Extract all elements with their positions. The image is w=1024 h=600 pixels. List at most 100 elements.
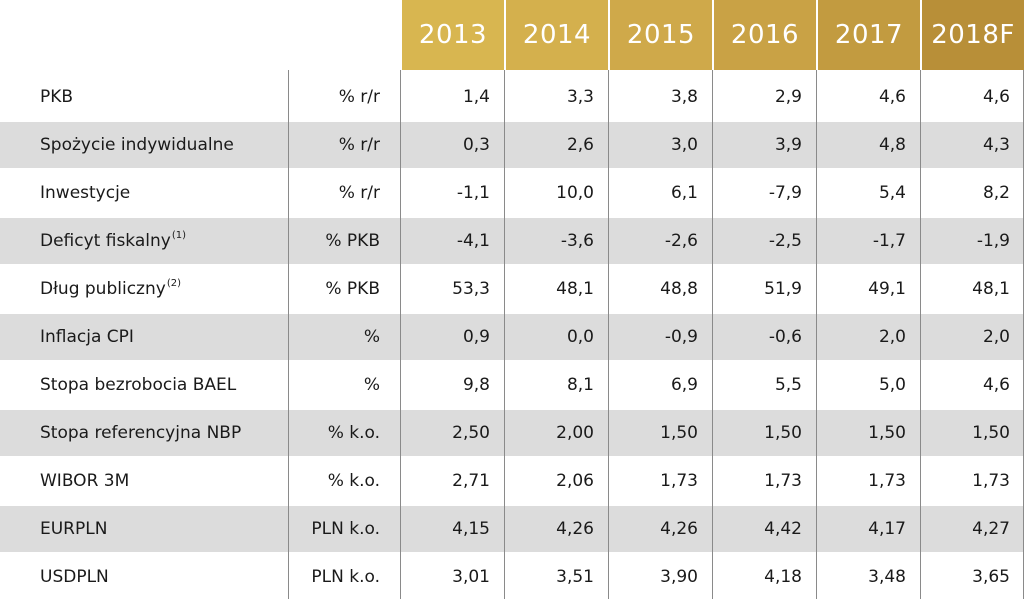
cell-2013: 1,4 (462, 87, 490, 107)
cell-2013: 0,9 (462, 327, 490, 347)
cell-2017: -1,7 (872, 231, 906, 251)
cell-2014: 3,51 (556, 567, 594, 587)
row-label-text: WIBOR 3M (40, 471, 130, 491)
table-row: Spożycie indywidualne % r/r 0,3 2,6 3,0 3,9 4,… (0, 122, 1024, 168)
row-label-text: Spożycie indywidualne (40, 135, 234, 155)
row-unit: % k.o. (327, 423, 380, 443)
cell-2016: 2,9 (774, 87, 802, 107)
row-unit: % r/r (338, 87, 380, 107)
table-row: Inwestycje % r/r -1,1 10,0 6,1 -7,9 5,4 8,2 (0, 170, 1024, 216)
table-row: PKB % r/r 1,4 3,3 3,8 2,9 4,6 4,6 (0, 74, 1024, 120)
cell-2018F: 1,73 (972, 471, 1010, 491)
table-row: WIBOR 3M % k.o. 2,71 2,06 1,73 1,73 1,73 1,73 (0, 458, 1024, 504)
cell-2015: 6,9 (670, 375, 698, 395)
table-row: Dług publiczny (2) % PKB 53,3 48,1 48,8 51,9 49… (0, 266, 1024, 312)
column-divider (288, 70, 289, 599)
row-label: USDPLN (40, 554, 109, 600)
cell-2016: 3,9 (774, 135, 802, 155)
row-label-text: Deficyt fiskalny (40, 231, 171, 251)
cell-2013: -4,1 (456, 231, 490, 251)
cell-2018F: 3,65 (972, 567, 1010, 587)
table-row: Deficyt fiskalny (1) % PKB -4,1 -3,6 -2,6 -2,5… (0, 218, 1024, 264)
table-row: USDPLN PLN k.o. 3,01 3,51 3,90 4,18 3,48 3,65 (0, 554, 1024, 600)
row-unit: % PKB (325, 231, 380, 251)
row-label: EURPLN (40, 506, 107, 552)
row-label: Deficyt fiskalny (1) (40, 218, 186, 264)
table-row: Inflacja CPI% 0,9 0,0 -0,9 -0,6 2,0 2,0 (0, 314, 1024, 360)
cell-2016: 1,50 (764, 423, 802, 443)
row-label: Spożycie indywidualne (40, 122, 234, 168)
cell-2014: 3,3 (566, 87, 594, 107)
cell-2015: 1,73 (660, 471, 698, 491)
cell-2014: 4,26 (556, 519, 594, 539)
column-divider (400, 70, 401, 599)
year-header-2017: 2017 (816, 0, 920, 70)
cell-2014: 48,1 (556, 279, 594, 299)
table-row: EURPLN PLN k.o. 4,15 4,26 4,26 4,42 4,17 4,27 (0, 506, 1024, 552)
row-label: WIBOR 3M (40, 458, 129, 504)
cell-2016: 51,9 (764, 279, 802, 299)
cell-2018F: 8,2 (982, 183, 1010, 203)
cell-2015: 3,8 (670, 87, 698, 107)
cell-2014: 2,06 (556, 471, 594, 491)
cell-2015: 4,26 (660, 519, 698, 539)
year-header-row: 2013 2014 2015 2016 2017 2018F (0, 0, 1024, 70)
row-label-text: Inwestycje (40, 183, 131, 203)
cell-2015: -0,9 (664, 327, 698, 347)
cell-2014: -3,6 (560, 231, 594, 251)
row-label: PKB (40, 74, 73, 120)
row-label-text: Stopa referencyjna NBP (40, 423, 242, 443)
cell-2018F: 4,6 (982, 87, 1010, 107)
cell-2013: 2,50 (452, 423, 490, 443)
cell-2014: 2,00 (556, 423, 594, 443)
cell-2018F: 4,27 (972, 519, 1010, 539)
cell-2017: 4,8 (878, 135, 906, 155)
cell-2013: 0,3 (462, 135, 490, 155)
cell-2015: 3,0 (670, 135, 698, 155)
cell-2015: 6,1 (670, 183, 698, 203)
cell-2018F: 48,1 (972, 279, 1010, 299)
row-label: Inflacja CPI (40, 314, 134, 360)
row-unit: PLN k.o. (311, 519, 380, 539)
cell-2018F: 4,6 (982, 375, 1010, 395)
cell-2016: 4,42 (764, 519, 802, 539)
table-row: Stopa referencyjna NBP % k.o. 2,50 2,00 1,50… (0, 410, 1024, 456)
cell-2015: 1,50 (660, 423, 698, 443)
year-header-2016: 2016 (712, 0, 816, 70)
cell-2018F: -1,9 (976, 231, 1010, 251)
row-unit: % PKB (325, 279, 380, 299)
footnote-marker: (1) (171, 229, 186, 241)
cell-2017: 4,6 (878, 87, 906, 107)
cell-2015: 48,8 (660, 279, 698, 299)
row-unit: % (363, 327, 380, 347)
row-unit: % r/r (338, 135, 380, 155)
cell-2017: 2,0 (878, 327, 906, 347)
column-divider (816, 70, 817, 599)
cell-2017: 5,4 (878, 183, 906, 203)
row-label: Dług publiczny (2) (40, 266, 181, 312)
cell-2015: 3,90 (660, 567, 698, 587)
cell-2014: 8,1 (566, 375, 594, 395)
cell-2013: -1,1 (456, 183, 490, 203)
column-divider (608, 70, 609, 599)
year-header-2014: 2014 (504, 0, 608, 70)
cell-2016: 1,73 (764, 471, 802, 491)
cell-2017: 1,50 (868, 423, 906, 443)
cell-2014: 10,0 (556, 183, 594, 203)
row-label: Stopa bezrobocia BAEL (40, 362, 236, 408)
row-label-text: USDPLN (40, 567, 109, 587)
cell-2013: 4,15 (452, 519, 490, 539)
cell-2018F: 2,0 (982, 327, 1010, 347)
year-header-2013: 2013 (400, 0, 504, 70)
cell-2017: 49,1 (868, 279, 906, 299)
cell-2017: 1,73 (868, 471, 906, 491)
cell-2013: 9,8 (462, 375, 490, 395)
cell-2016: -2,5 (768, 231, 802, 251)
year-header-2015: 2015 (608, 0, 712, 70)
row-label-text: EURPLN (40, 519, 108, 539)
row-label-text: Inflacja CPI (40, 327, 134, 347)
year-header-2018F: 2018F (920, 0, 1024, 70)
row-unit: % k.o. (327, 471, 380, 491)
row-unit: % r/r (338, 183, 380, 203)
column-divider (920, 70, 921, 599)
